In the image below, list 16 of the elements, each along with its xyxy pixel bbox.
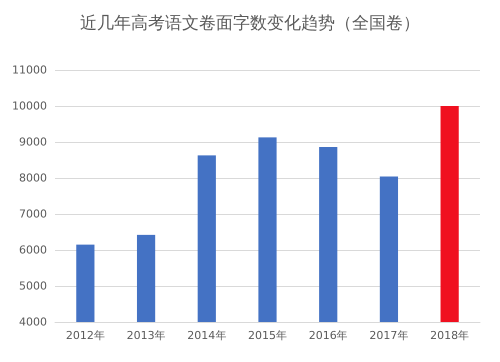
y-tick-label: 11000: [12, 64, 47, 76]
x-tick-label: 2014年: [187, 329, 226, 342]
y-tick-label: 7000: [19, 208, 47, 220]
x-tick-label: 2016年: [308, 329, 348, 342]
x-tick-label: 2017年: [369, 329, 408, 342]
x-tick-label: 2018年: [430, 329, 470, 342]
y-tick-label: 9000: [19, 136, 47, 148]
y-tick-label: 5000: [19, 280, 47, 292]
x-tick-label: 2013年: [126, 329, 166, 342]
x-tick-label: 2015年: [248, 329, 287, 342]
chart-title: 近几年高考语文卷面字数变化趋势（全国卷）: [80, 14, 420, 34]
x-tick-label: 2012年: [66, 329, 105, 342]
y-tick-label: 10000: [12, 100, 47, 112]
y-tick-label: 8000: [19, 172, 47, 184]
y-tick-label: 4000: [19, 316, 47, 328]
y-tick-label: 6000: [19, 244, 47, 256]
